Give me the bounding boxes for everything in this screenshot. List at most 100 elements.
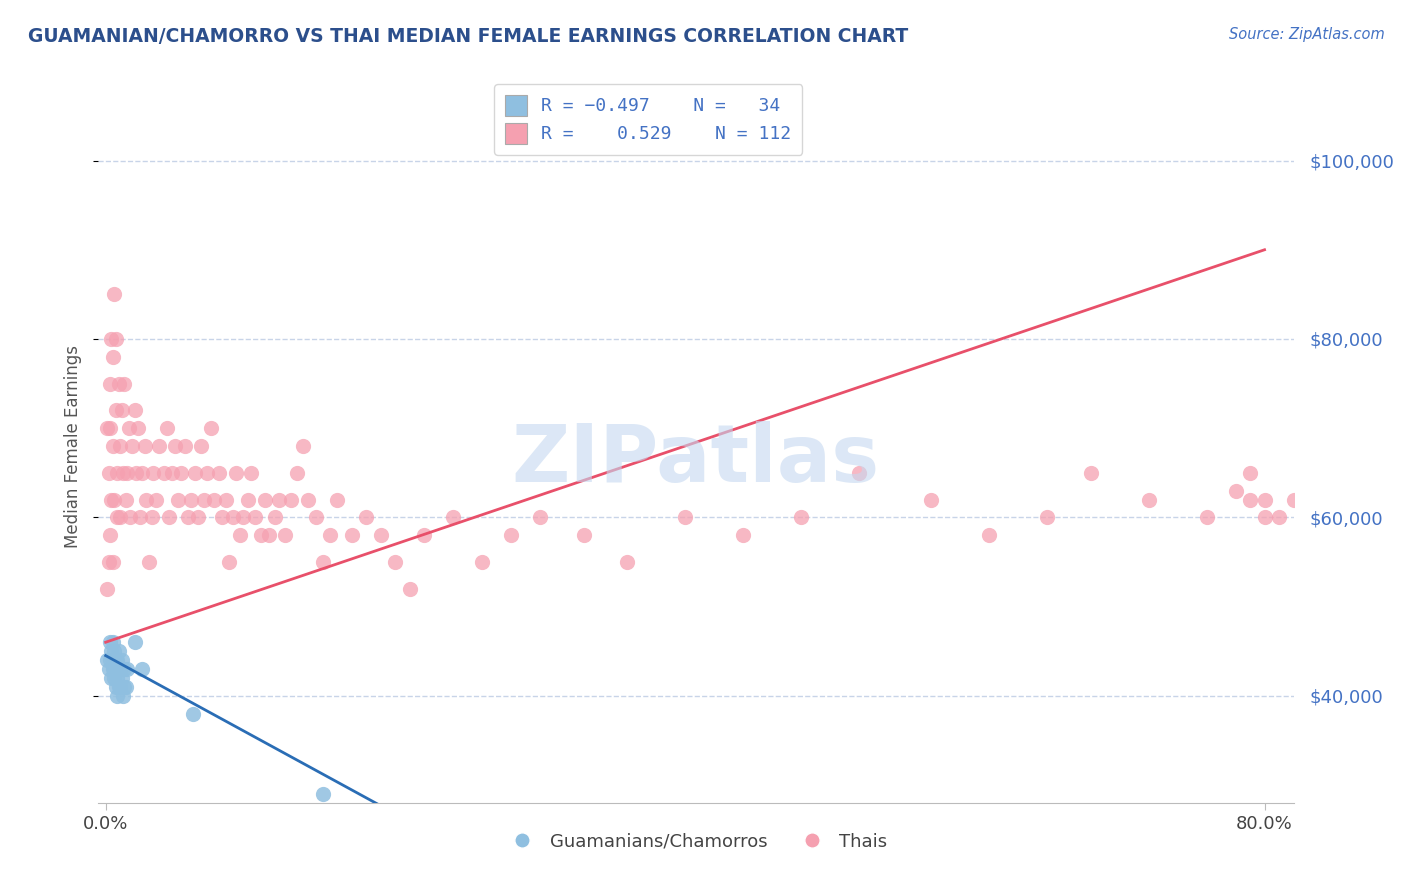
Point xyxy=(120,510,142,524)
Point xyxy=(103,662,125,676)
Point xyxy=(105,510,128,524)
Point xyxy=(920,492,942,507)
Point xyxy=(115,492,138,507)
Point xyxy=(105,671,128,685)
Point xyxy=(259,528,281,542)
Text: ZIPatlas: ZIPatlas xyxy=(512,421,880,500)
Point xyxy=(1239,492,1261,507)
Point xyxy=(285,466,308,480)
Point xyxy=(98,421,121,435)
Point xyxy=(155,421,177,435)
Point xyxy=(326,492,349,507)
Point xyxy=(264,510,287,524)
Point xyxy=(108,662,131,676)
Point xyxy=(181,706,204,721)
Point xyxy=(529,510,551,524)
Point xyxy=(142,466,165,480)
Point xyxy=(96,653,118,667)
Point xyxy=(249,528,271,542)
Point xyxy=(229,528,252,542)
Point xyxy=(101,350,124,364)
Point xyxy=(125,466,148,480)
Point xyxy=(1036,510,1059,524)
Point xyxy=(225,466,247,480)
Point xyxy=(107,644,129,658)
Point xyxy=(157,510,180,524)
Point xyxy=(110,403,132,417)
Point xyxy=(104,332,127,346)
Point xyxy=(141,510,163,524)
Point xyxy=(1080,466,1102,480)
Point xyxy=(152,466,174,480)
Point xyxy=(305,510,328,524)
Point xyxy=(180,492,202,507)
Point xyxy=(616,555,638,569)
Point xyxy=(96,421,118,435)
Point xyxy=(413,528,436,542)
Point xyxy=(117,662,139,676)
Point xyxy=(97,466,120,480)
Point xyxy=(848,466,870,480)
Point xyxy=(100,492,122,507)
Point xyxy=(340,528,363,542)
Point xyxy=(399,582,422,596)
Point xyxy=(356,510,378,524)
Point xyxy=(100,671,122,685)
Point xyxy=(105,466,128,480)
Point xyxy=(134,439,156,453)
Point xyxy=(319,528,342,542)
Point xyxy=(97,555,120,569)
Point xyxy=(1268,510,1291,524)
Point xyxy=(190,439,212,453)
Point xyxy=(107,376,129,391)
Point xyxy=(105,653,128,667)
Point xyxy=(98,528,121,542)
Point xyxy=(297,492,319,507)
Point xyxy=(98,635,121,649)
Point xyxy=(103,492,125,507)
Point xyxy=(243,510,266,524)
Point xyxy=(177,510,200,524)
Point xyxy=(291,439,314,453)
Point xyxy=(269,492,291,507)
Point xyxy=(104,653,127,667)
Point xyxy=(312,555,335,569)
Point xyxy=(167,492,190,507)
Point xyxy=(471,555,494,569)
Point xyxy=(208,466,231,480)
Point xyxy=(101,635,124,649)
Point xyxy=(97,662,120,676)
Point xyxy=(101,653,124,667)
Point xyxy=(673,510,696,524)
Point xyxy=(193,492,215,507)
Point xyxy=(103,287,125,301)
Point xyxy=(384,555,406,569)
Point xyxy=(170,466,193,480)
Point xyxy=(370,528,392,542)
Point xyxy=(1137,492,1160,507)
Point xyxy=(236,492,259,507)
Point xyxy=(103,671,125,685)
Point xyxy=(131,466,153,480)
Point xyxy=(312,787,335,801)
Point xyxy=(174,439,197,453)
Point xyxy=(731,528,754,542)
Point xyxy=(165,439,187,453)
Point xyxy=(100,644,122,658)
Point xyxy=(239,466,262,480)
Legend: Guamanians/Chamorros, Thais: Guamanians/Chamorros, Thais xyxy=(498,826,894,858)
Point xyxy=(1253,492,1275,507)
Point xyxy=(184,466,207,480)
Point xyxy=(98,653,121,667)
Point xyxy=(108,510,131,524)
Point xyxy=(112,466,135,480)
Point xyxy=(162,466,184,480)
Y-axis label: Median Female Earnings: Median Female Earnings xyxy=(65,344,83,548)
Point xyxy=(101,662,124,676)
Point xyxy=(118,421,141,435)
Point xyxy=(187,510,209,524)
Point xyxy=(253,492,276,507)
Point xyxy=(1282,492,1305,507)
Point xyxy=(103,644,125,658)
Point xyxy=(101,439,124,453)
